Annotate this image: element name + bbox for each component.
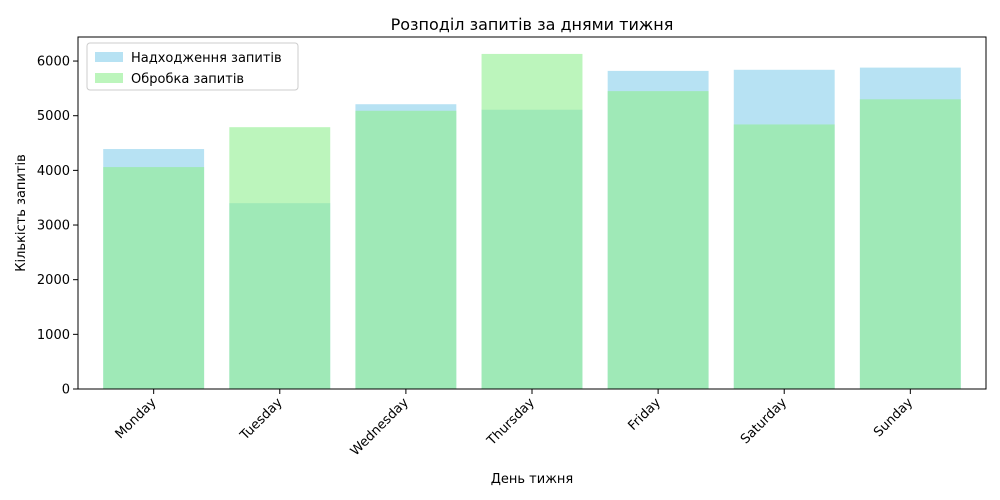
bar-processed-sunday bbox=[859, 99, 961, 389]
bar-processed-monday bbox=[103, 167, 205, 389]
y-axis-label: Кількість запитів bbox=[14, 154, 29, 271]
legend-swatch bbox=[95, 73, 123, 83]
x-tick-label-wednesday: Wednesday bbox=[348, 395, 412, 459]
x-tick-label-sunday: Sunday bbox=[871, 395, 916, 440]
y-tick-label: 6000 bbox=[37, 55, 70, 70]
bar-processed-wednesday bbox=[355, 110, 457, 389]
legend-label: Надходження запитів bbox=[131, 51, 282, 66]
y-tick-label: 0 bbox=[62, 383, 70, 398]
y-tick-label: 4000 bbox=[37, 164, 70, 179]
legend-swatch bbox=[95, 52, 123, 62]
bar-processed-saturday bbox=[733, 124, 835, 389]
x-axis: Monday Tuesday Wednesday Thursday Friday Satu… bbox=[113, 389, 916, 459]
y-tick-label: 5000 bbox=[37, 109, 70, 124]
legend-box bbox=[86, 42, 299, 91]
y-tick-label: 1000 bbox=[37, 328, 70, 343]
x-axis-label: День тижня bbox=[491, 472, 574, 487]
y-tick-label: 2000 bbox=[37, 273, 70, 288]
x-tick-label-friday: Friday bbox=[625, 395, 664, 434]
bar-processed-tuesday bbox=[229, 127, 331, 389]
chart-title: Розподіл запитів за днями тижня bbox=[391, 15, 674, 34]
legend: Надходження запитів Обробка запитів bbox=[86, 42, 299, 91]
x-tick-label-tuesday: Tuesday bbox=[237, 395, 286, 444]
x-tick-label-thursday: Thursday bbox=[484, 395, 538, 449]
y-axis: 0 1000 2000 3000 4000 5000 6000 bbox=[37, 55, 78, 398]
bar-processed-thursday bbox=[481, 53, 583, 389]
x-tick-label-saturday: Saturday bbox=[738, 395, 790, 447]
bar-processed-friday bbox=[607, 91, 709, 390]
y-tick-label: 3000 bbox=[37, 219, 70, 234]
bars-layer bbox=[103, 53, 961, 390]
legend-label: Обробка запитів bbox=[131, 72, 244, 87]
x-tick-label-monday: Monday bbox=[113, 395, 160, 442]
